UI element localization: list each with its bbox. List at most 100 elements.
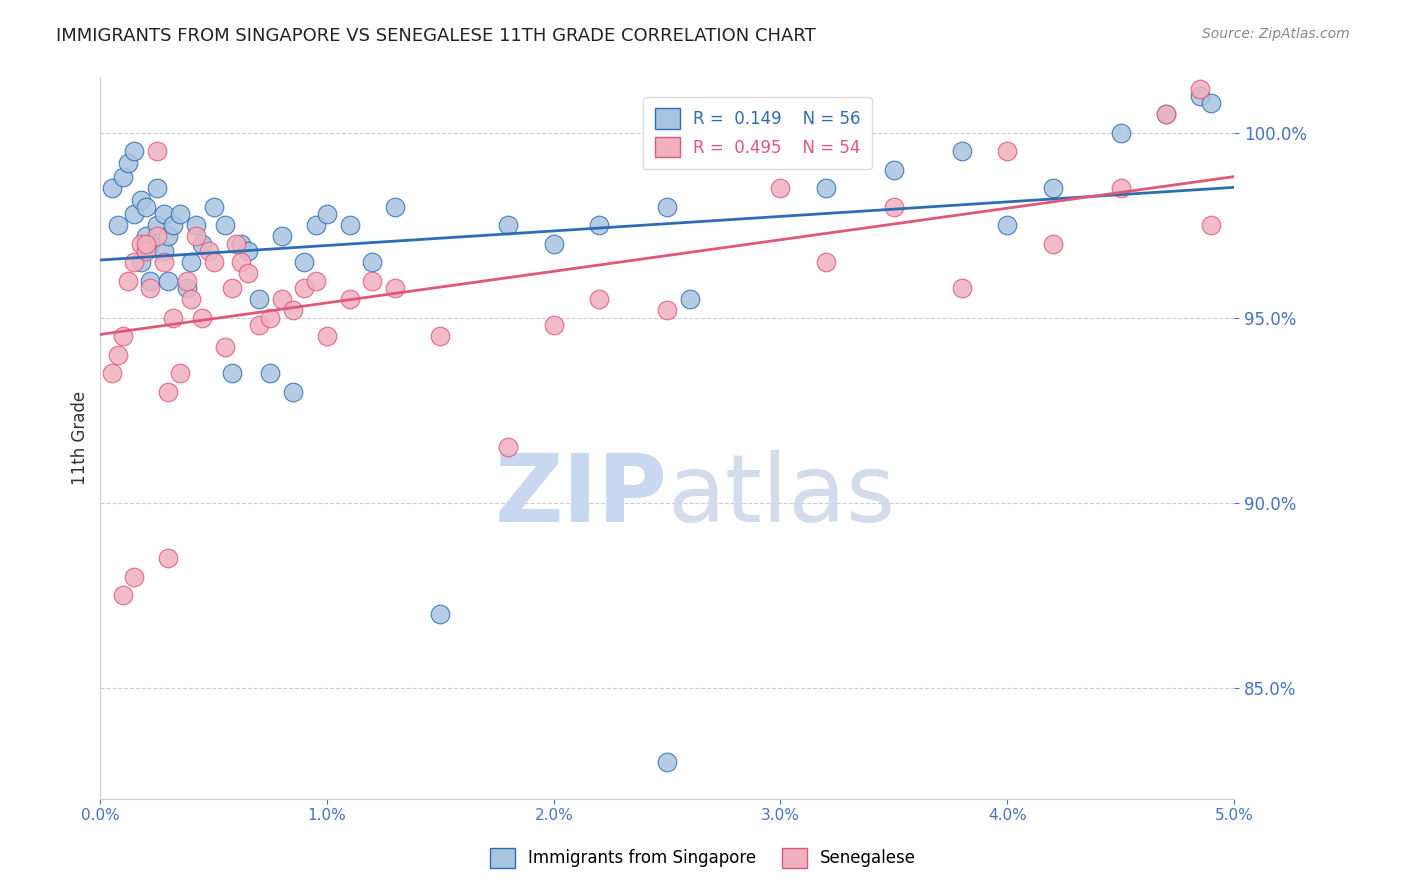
Point (157, 274, 180, 288)
Point (135, 244, 157, 259)
Point (1109, 181, 1132, 195)
Point (384, 281, 406, 295)
Point (146, 229, 169, 244)
Point (995, 219, 1018, 233)
Point (281, 384, 304, 399)
Point (153, 244, 176, 259)
Point (180, 255, 202, 269)
Point (814, 181, 837, 195)
Point (361, 255, 384, 269)
Point (111, 170, 134, 185)
Point (214, 341, 236, 355)
Point (146, 181, 169, 195)
Point (498, 219, 520, 233)
Point (129, 193, 152, 207)
Point (259, 310, 281, 325)
Point (1154, 107, 1177, 121)
Point (117, 155, 139, 169)
Point (655, 200, 678, 214)
Point (769, 126, 792, 140)
Point (176, 274, 198, 288)
Point (1188, 81, 1211, 95)
Point (184, 219, 207, 233)
Point (107, 219, 129, 233)
Point (281, 303, 304, 318)
Point (162, 310, 184, 325)
Point (1109, 126, 1132, 140)
Point (429, 607, 451, 621)
Point (814, 255, 837, 269)
Point (202, 200, 225, 214)
Text: atlas: atlas (666, 450, 896, 541)
Point (139, 236, 162, 251)
Point (339, 219, 361, 233)
Point (1042, 236, 1064, 251)
Y-axis label: 11th Grade: 11th Grade (72, 391, 89, 485)
Point (100, 367, 122, 381)
Point (236, 244, 259, 259)
Point (655, 303, 678, 318)
Point (270, 293, 292, 307)
Point (384, 200, 406, 214)
Point (305, 219, 328, 233)
Point (135, 200, 157, 214)
Point (1042, 181, 1064, 195)
Point (1188, 89, 1211, 103)
Point (1154, 107, 1177, 121)
Point (202, 255, 225, 269)
Point (655, 755, 678, 769)
Point (162, 219, 184, 233)
Point (429, 329, 451, 343)
Point (135, 236, 157, 251)
Point (157, 384, 180, 399)
Point (950, 145, 973, 159)
Point (146, 145, 169, 159)
Point (135, 229, 157, 244)
Point (588, 219, 610, 233)
Point (950, 281, 973, 295)
Legend: R =  0.149    N = 56, R =  0.495    N = 54: R = 0.149 N = 56, R = 0.495 N = 54 (643, 96, 872, 169)
Point (339, 293, 361, 307)
Point (679, 293, 702, 307)
Point (146, 219, 169, 233)
Point (100, 181, 122, 195)
Point (292, 255, 315, 269)
Text: ZIP: ZIP (495, 450, 666, 541)
Point (543, 318, 565, 333)
Point (247, 318, 270, 333)
Point (361, 274, 384, 288)
Point (316, 329, 339, 343)
Point (498, 441, 520, 455)
Point (169, 367, 191, 381)
Point (236, 267, 259, 281)
Point (124, 145, 146, 159)
Point (117, 274, 139, 288)
Text: Source: ZipAtlas.com: Source: ZipAtlas.com (1202, 27, 1350, 41)
Point (543, 236, 565, 251)
Legend: Immigrants from Singapore, Senegalese: Immigrants from Singapore, Senegalese (484, 841, 922, 875)
Point (883, 200, 905, 214)
Point (769, 181, 792, 195)
Point (259, 367, 281, 381)
Point (153, 255, 176, 269)
Point (139, 281, 162, 295)
Point (111, 329, 134, 343)
Point (305, 274, 328, 288)
Point (111, 588, 134, 602)
Point (221, 281, 243, 295)
Point (316, 207, 339, 221)
Point (995, 145, 1018, 159)
Point (107, 348, 129, 362)
Point (292, 281, 315, 295)
Point (247, 293, 270, 307)
Point (129, 255, 152, 269)
Point (157, 229, 180, 244)
Point (588, 293, 610, 307)
Point (129, 236, 152, 251)
Point (1199, 219, 1222, 233)
Point (1199, 96, 1222, 111)
Point (270, 229, 292, 244)
Point (124, 207, 146, 221)
Point (229, 236, 252, 251)
Point (198, 244, 221, 259)
